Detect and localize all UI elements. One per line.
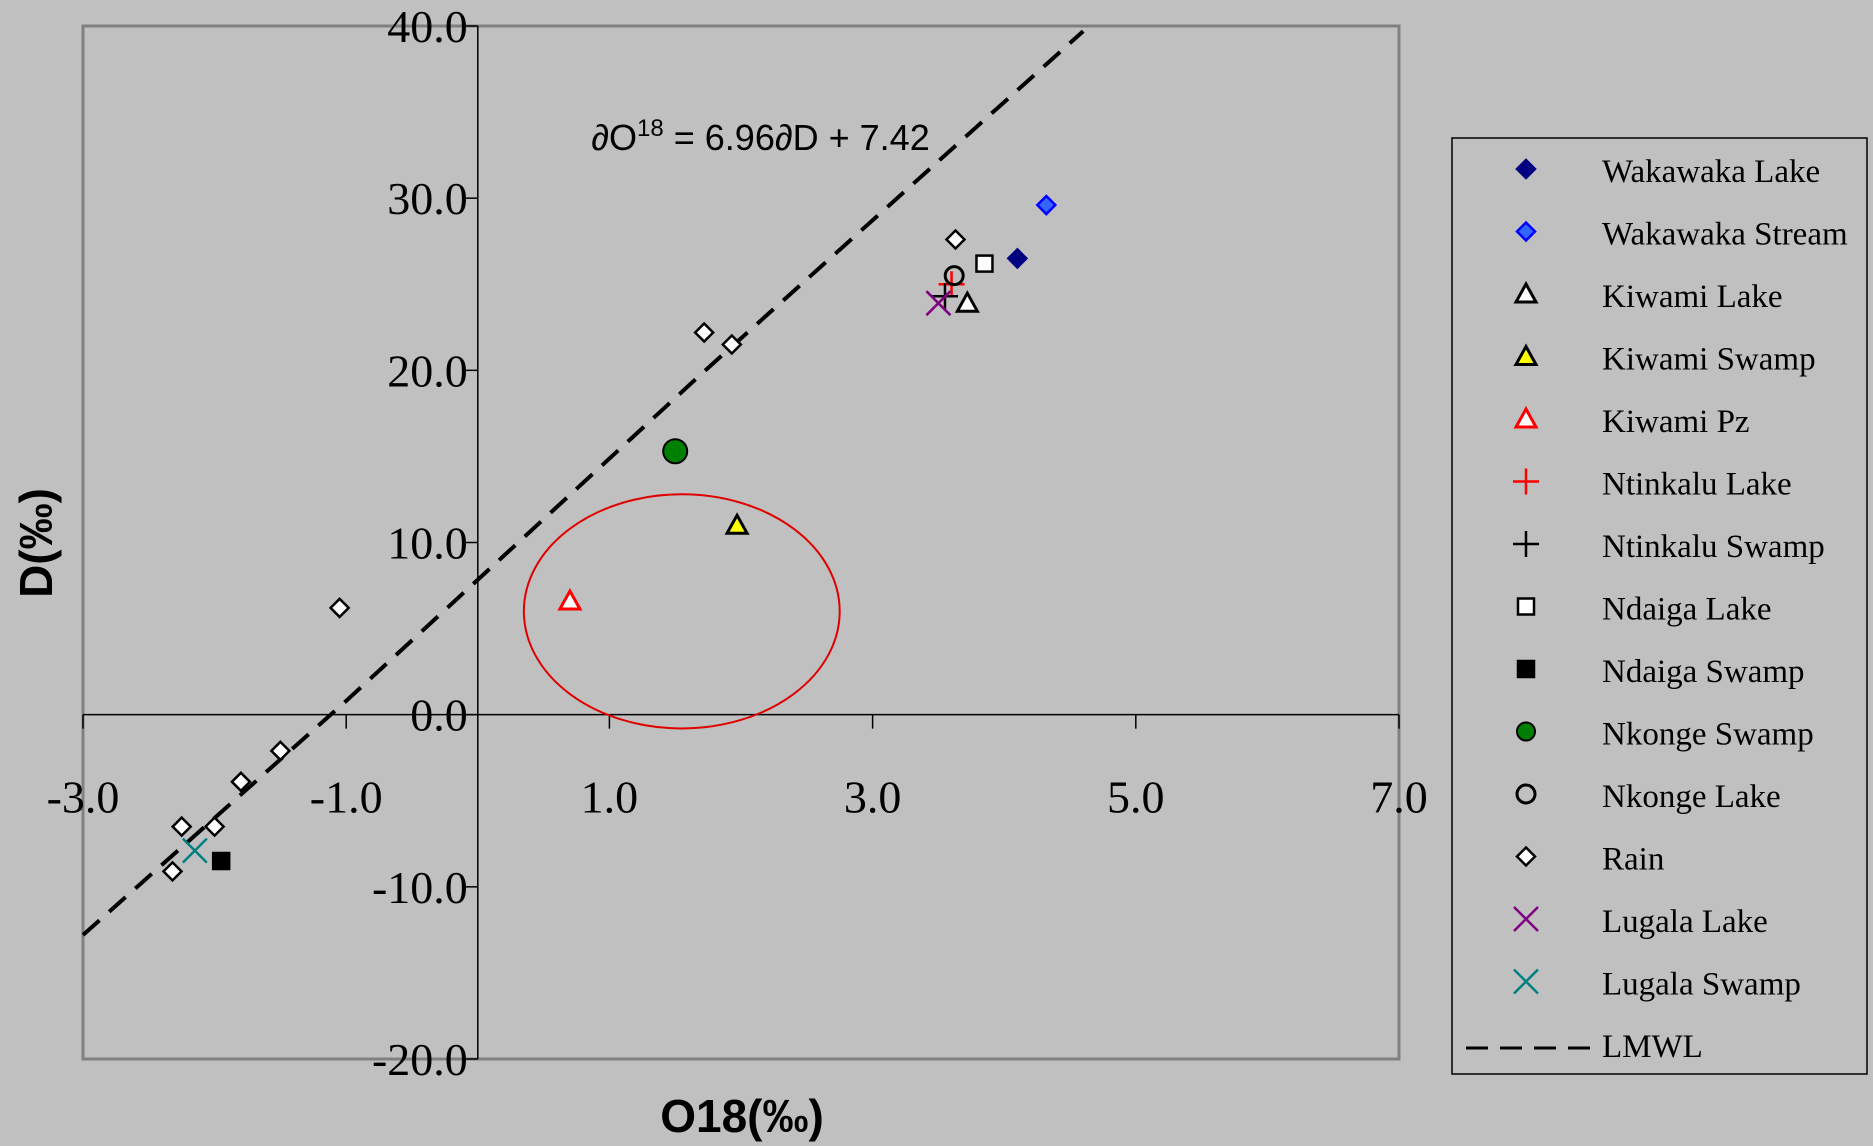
point-rain [170,815,193,838]
legend-item-wakawaka-stream: Wakawaka Stream [1515,217,1848,253]
legend-swatch-kiwami-swamp [1513,343,1539,366]
data-points [161,194,1058,883]
point-rain [203,815,226,838]
point-rain [269,740,292,762]
legend-label: Nkonge Lake [1602,779,1781,815]
legend-swatch-wakawaka-stream [1515,220,1537,243]
point-ndaiga-swamp [211,851,231,871]
regression-equation: ∂O18 = 6.96∂D + 7.42 [591,115,929,158]
y-tick-label: 30.0 [387,173,468,224]
point-nkonge-swamp [662,438,689,465]
x-tick-label: 5.0 [1107,772,1165,823]
point-rain [230,771,252,793]
legend-swatch-ndaiga-lake [1516,597,1536,616]
legend-item-rain: Rain [1515,842,1664,878]
x-tick-label: -1.0 [310,772,383,823]
legend-item-kiwami-pz: Kiwami Pz [1513,404,1750,440]
point-ndaiga-lake [975,254,994,273]
point-kiwami-lake [954,290,980,313]
legend-item-ntinkalu-lake: Ntinkalu Lake [1513,467,1792,503]
y-tick-label: 20.0 [387,345,468,396]
legend-label: Ntinkalu Swamp [1602,529,1825,565]
y-tick-label: -10.0 [372,862,468,913]
point-nkonge-lake [943,265,965,287]
y-tick-label: 40.0 [387,1,468,52]
legend-label: Nkonge Swamp [1602,717,1814,753]
legend-item-ndaiga-swamp: Ndaiga Swamp [1516,654,1805,690]
legend-item-kiwami-swamp: Kiwami Swamp [1513,342,1816,378]
point-kiwami-swamp [724,512,750,535]
point-rain [161,860,184,883]
legend-swatch-nkonge-lake [1515,783,1537,805]
x-tick-label: 3.0 [844,772,902,823]
legend-item-wakawaka-lake: Wakawaka Lake [1515,154,1820,190]
point-rain [721,333,743,356]
legend-swatch-wakawaka-lake [1515,158,1537,180]
legend-swatch-ndaiga-swamp [1516,659,1536,679]
x-axis-title: O18(‰) [660,1090,824,1142]
tick-labels: -3.0 -1.0 1.0 3.0 5.0 7.0 -20.0 -10.0 0.0 10.0 20.… [47,1,1428,1085]
y-tick-label: -20.0 [372,1034,468,1085]
point-rain [944,228,967,251]
legend-item-ntinkalu-swamp: Ntinkalu Swamp [1513,529,1825,565]
legend-label: Ntinkalu Lake [1602,467,1792,503]
point-kiwami-pz [557,587,583,611]
y-tick-label: 10.0 [387,518,468,569]
point-wakawaka-stream [1035,194,1058,216]
point-rain [693,321,715,344]
legend-swatch-nkonge-swamp [1516,721,1536,742]
x-tick-label: 7.0 [1370,772,1428,823]
legend-label: Wakawaka Lake [1602,154,1820,190]
legend-item-lugala-swamp: Lugala Swamp [1513,967,1801,1003]
legend-swatch-lugala-swamp [1513,968,1539,995]
point-wakawaka-lake [1006,247,1029,270]
legend-item-lugala-lake: Lugala Lake [1513,904,1768,940]
legend-label: Rain [1602,842,1664,878]
legend-swatch-rain [1515,845,1537,868]
y-tick-label: 0.0 [410,690,468,741]
legend-label: Kiwami Pz [1602,404,1750,440]
legend-swatch-kiwami-pz [1513,405,1539,429]
point-lugala-swamp [181,837,208,864]
legend-item-lmwl: LMWL [1466,1029,1703,1065]
legend: Wakawaka Lake Wakawaka Stream Kiwami Lake K… [1466,154,1848,1065]
legend-item-ndaiga-lake: Ndaiga Lake [1516,592,1772,628]
highlight-ellipse-shape [522,493,841,730]
plot-area [81,24,1401,1061]
legend-item-nkonge-lake: Nkonge Lake [1515,779,1781,815]
legend-label: Ndaiga Lake [1602,592,1772,628]
legend-label: Wakawaka Stream [1602,217,1848,253]
x-tick-label: -3.0 [47,772,120,823]
legend-swatch-lugala-lake [1513,906,1539,932]
legend-label: Lugala Swamp [1602,967,1801,1003]
legend-label: Lugala Lake [1602,904,1768,940]
point-lugala-lake [925,290,952,317]
legend-swatch-kiwami-lake [1513,280,1539,304]
point-rain [328,597,351,619]
legend-label: Ndaiga Swamp [1602,654,1805,690]
y-axis-title: D(‰) [10,488,62,598]
highlight-ellipse [522,493,841,730]
legend-item-kiwami-lake: Kiwami Lake [1513,279,1783,315]
x-tick-label: 1.0 [581,772,639,823]
legend-swatch-ntinkalu-lake [1513,468,1539,495]
legend-swatch-ntinkalu-swamp [1513,531,1539,557]
legend-label: Kiwami Swamp [1602,342,1816,378]
legend-item-nkonge-swamp: Nkonge Swamp [1516,717,1814,753]
legend-label: Kiwami Lake [1602,279,1783,315]
legend-label: LMWL [1602,1029,1703,1065]
axes [82,25,1400,1060]
